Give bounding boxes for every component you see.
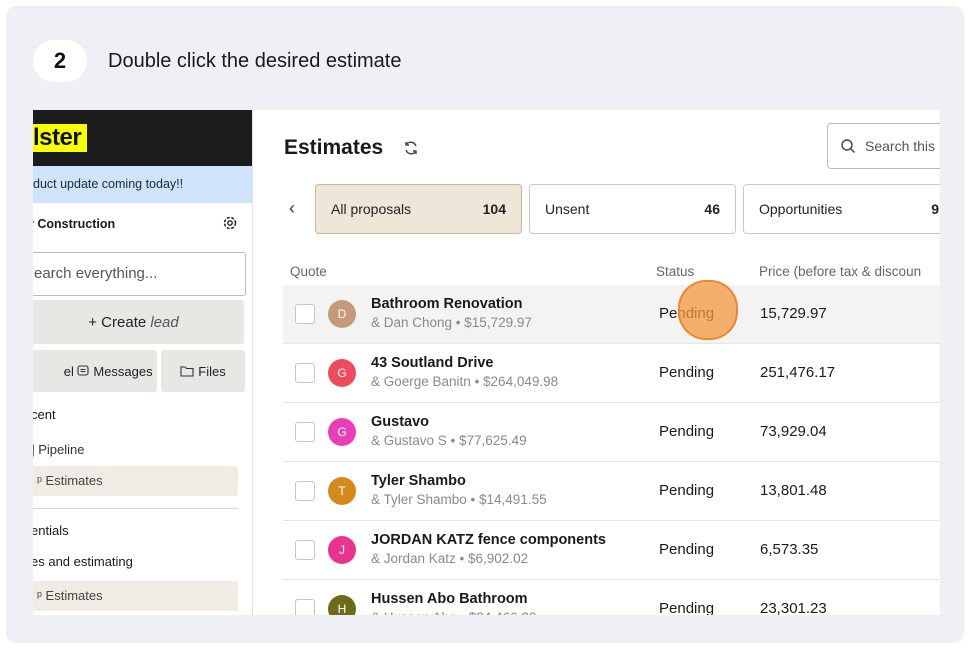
price-text: 251,476.17 [760, 364, 836, 381]
price-text: 73,929.04 [760, 423, 827, 440]
filter-label: Unsent [545, 201, 590, 217]
nav-estimates-essentials-label: Estimates [45, 588, 103, 603]
filter-label: All proposals [331, 201, 412, 217]
click-indicator [678, 280, 738, 340]
quote-subtitle: & Tyler Shambo • $14,491.55 [371, 492, 547, 507]
update-banner[interactable]: duct update coming today!! [33, 166, 252, 203]
status-text: Pending [659, 600, 715, 615]
sidebar-divider [33, 508, 238, 509]
table-row[interactable]: H Hussen Abo Bathroom & Hussen Abo • $24… [283, 580, 940, 615]
gear-icon[interactable] [222, 215, 238, 231]
logo-bar: lster [33, 110, 252, 166]
price-text: 6,573.35 [760, 541, 819, 558]
quote-name: JORDAN KATZ fence components [371, 532, 606, 548]
nav-pipeline-label: Pipeline [38, 442, 85, 457]
create-prefix: + Create [88, 313, 147, 331]
tab-messages[interactable]: Messages [73, 350, 157, 392]
avatar: H [328, 595, 356, 615]
status-text: Pending [659, 423, 715, 440]
nav-estimates-recent-label: Estimates [45, 473, 103, 488]
avatar: D [328, 300, 356, 328]
estimates-search-placeholder: Search this [865, 138, 936, 154]
row-checkbox[interactable] [295, 481, 315, 501]
messages-icon [77, 365, 89, 376]
search-placeholder: earch everything... [34, 265, 158, 282]
table-row[interactable]: G 43 Soutland Drive & Goerge Banitn • $2… [283, 344, 940, 403]
column-header-quote[interactable]: Quote [290, 264, 327, 279]
quote-name: Hussen Abo Bathroom [371, 591, 528, 607]
app-screenshot: lster duct update coming today!! r Const… [33, 110, 940, 615]
price-text: 23,301.23 [760, 600, 827, 615]
sidebar-tabs: eline Messages Files [33, 350, 252, 392]
pipeline-icon: ] [33, 442, 35, 457]
filter-all-proposals[interactable]: All proposals 104 [315, 184, 522, 234]
status-text: Pending [659, 482, 715, 499]
section-recent: cent [33, 407, 56, 422]
price-text: 13,801.48 [760, 482, 827, 499]
table-row[interactable]: D Bathroom Renovation & Dan Chong • $15,… [283, 285, 940, 344]
estimates-search-input[interactable]: Search this [827, 123, 940, 169]
step-instruction: Double click the desired estimate [108, 50, 402, 72]
filter-opportunities[interactable]: Opportunities 9 [743, 184, 940, 234]
logo: lster [33, 124, 88, 152]
status-text: Pending [659, 364, 715, 381]
table-row[interactable]: J JORDAN KATZ fence components & Jordan … [283, 521, 940, 580]
main-panel: Estimates Search this ‹ All proposals 10… [252, 110, 940, 615]
create-lead-button[interactable]: + Create lead [33, 300, 244, 344]
quote-subtitle: & Dan Chong • $15,729.97 [371, 315, 532, 330]
avatar: G [328, 418, 356, 446]
quote-subtitle: & Hussen Abo • $24,466.29 [371, 610, 536, 615]
folder-icon [180, 366, 194, 377]
nav-estimates-essentials[interactable]: ᵖ Estimates [33, 581, 238, 611]
quote-subtitle: & Jordan Katz • $6,902.02 [371, 551, 529, 566]
nav-pipeline[interactable]: ] Pipeline [33, 442, 85, 457]
estimates-icon: ᵖ [37, 588, 42, 603]
quote-subtitle: & Goerge Banitn • $264,049.98 [371, 374, 559, 389]
chevron-left-icon[interactable]: ‹ [289, 198, 295, 218]
nav-estimates-recent[interactable]: ᵖ Estimates [33, 466, 238, 496]
org-name: r Construction [33, 217, 116, 231]
tab-files[interactable]: Files [161, 350, 245, 392]
create-suffix: lead [150, 313, 179, 331]
avatar: J [328, 536, 356, 564]
row-checkbox[interactable] [295, 599, 315, 615]
page-title: Estimates [284, 136, 384, 159]
column-header-price[interactable]: Price (before tax & discoun [759, 264, 922, 279]
filter-label: Opportunities [759, 201, 843, 217]
quote-subtitle: & Gustavo S • $77,625.49 [371, 433, 527, 448]
avatar: G [328, 359, 356, 387]
filter-count: 104 [482, 201, 506, 217]
tab-files-label: Files [198, 363, 226, 379]
column-header-status[interactable]: Status [656, 264, 695, 279]
refresh-icon[interactable] [403, 140, 419, 156]
row-checkbox[interactable] [295, 304, 315, 324]
sidebar: lster duct update coming today!! r Const… [33, 110, 252, 615]
row-checkbox[interactable] [295, 363, 315, 383]
filter-unsent[interactable]: Unsent 46 [529, 184, 736, 234]
price-text: 15,729.97 [760, 305, 827, 322]
row-checkbox[interactable] [295, 540, 315, 560]
filter-count: 9 [931, 201, 939, 217]
section-essentials: entials [33, 523, 69, 538]
estimates-icon: ᵖ [37, 473, 42, 488]
table-row[interactable]: G Gustavo & Gustavo S • $77,625.49 Pendi… [283, 403, 940, 462]
org-switcher[interactable]: r Construction [33, 207, 252, 241]
global-search-input[interactable]: earch everything... [33, 252, 246, 296]
row-checkbox[interactable] [295, 422, 315, 442]
subsection-sales: es and estimating [33, 554, 133, 569]
quote-name: Bathroom Renovation [371, 296, 523, 312]
filter-count: 46 [704, 201, 720, 217]
tab-messages-label: Messages [93, 363, 153, 379]
quote-name: 43 Soutland Drive [371, 355, 494, 371]
quote-name: Gustavo [371, 414, 430, 430]
avatar: T [328, 477, 356, 505]
search-icon [841, 139, 855, 153]
step-number: 2 [33, 40, 87, 82]
status-text: Pending [659, 541, 715, 558]
table-row[interactable]: T Tyler Shambo & Tyler Shambo • $14,491.… [283, 462, 940, 521]
quote-name: Tyler Shambo [371, 473, 466, 489]
